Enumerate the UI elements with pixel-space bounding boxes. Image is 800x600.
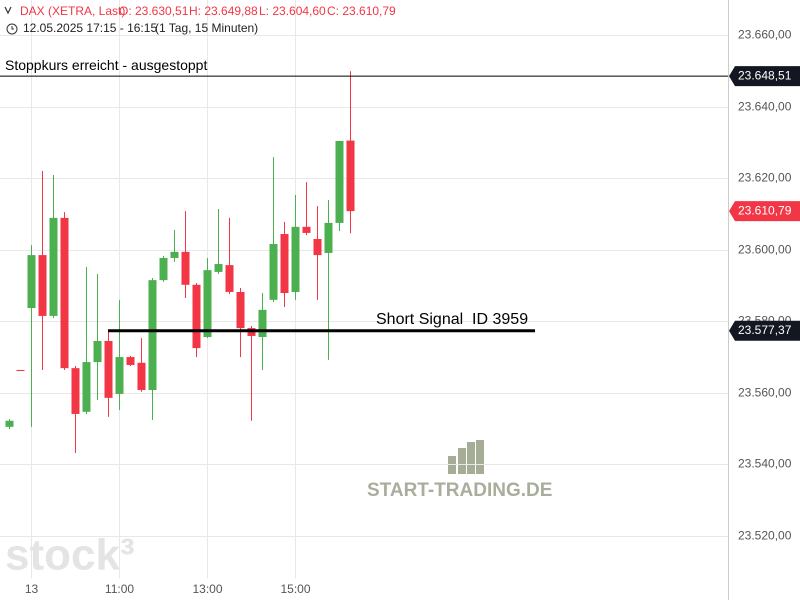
header-interval: (1 Tag, 15 Minuten) <box>155 21 258 35</box>
candle-body <box>104 340 113 398</box>
candle-body <box>5 420 14 427</box>
clock-icon <box>6 23 18 35</box>
y-tick-label: 23.520,00 <box>738 529 792 543</box>
annotation-text: Short Signal ID 3959 <box>376 311 528 328</box>
candle-body <box>49 217 58 316</box>
header-high: H: 23.649,88 <box>189 4 258 18</box>
y-tick-label: 23.560,00 <box>738 386 792 400</box>
candle-body <box>346 140 355 212</box>
candle-body <box>324 222 333 253</box>
candle-body <box>269 244 278 300</box>
price-tag <box>729 201 800 222</box>
y-tick-label: 23.640,00 <box>738 100 792 114</box>
header: DAX (XETRA, Last) O: 23.630,51 H: 23.649… <box>4 4 396 35</box>
price-tag-label: 23.648,51 <box>738 68 792 82</box>
candle-body <box>302 226 311 233</box>
candle-body <box>203 270 212 338</box>
watermark-start-trading: START-TRADING.DE <box>367 480 552 501</box>
header-instrument: DAX (XETRA, Last) <box>20 4 125 18</box>
y-tick-label: 23.660,00 <box>738 28 792 42</box>
candle-body <box>280 233 289 294</box>
candle-body <box>181 251 190 285</box>
price-tag <box>729 320 800 341</box>
x-tick-label: 11:00 <box>105 582 134 596</box>
candle-body <box>27 255 36 309</box>
candle-body <box>148 280 157 390</box>
candle-body <box>82 362 91 412</box>
candle-body <box>170 251 179 258</box>
candle-body <box>115 357 124 394</box>
candle-body <box>291 226 300 292</box>
header-close: C: 23.610,79 <box>327 4 396 18</box>
candle-body <box>71 368 80 414</box>
price-tag-label: 23.577,37 <box>738 323 792 337</box>
candle-body <box>38 255 47 316</box>
header-open: O: 23.630,51 <box>119 4 189 18</box>
x-tick-label: 13 <box>25 582 39 596</box>
price-tag-label: 23.610,79 <box>738 203 792 217</box>
collapse-icon <box>4 6 12 15</box>
y-tick-label: 23.620,00 <box>738 171 792 185</box>
candle-body <box>225 265 234 292</box>
candle-body <box>159 257 168 281</box>
header-period: 12.05.2025 17:15 - 16:15 <box>23 21 157 35</box>
candle-body <box>137 362 146 390</box>
clock-hands <box>11 26 14 30</box>
start-trading-logo <box>448 440 484 474</box>
watermark-stock3: stock³ <box>5 531 135 580</box>
price-tag <box>729 66 800 87</box>
candle-body <box>60 217 69 369</box>
candle-body <box>236 291 245 329</box>
candle-body <box>214 264 223 272</box>
candle-body <box>335 140 344 223</box>
candle-body <box>192 284 201 349</box>
y-tick-label: 23.600,00 <box>738 243 792 257</box>
candle-body <box>126 357 135 365</box>
annotation-text: Stoppkurs erreicht - ausgestoppt <box>5 57 207 73</box>
x-tick-label: 13:00 <box>192 582 222 596</box>
candle-body <box>313 238 322 256</box>
y-tick-label: 23.540,00 <box>738 457 792 471</box>
x-tick-label: 15:00 <box>280 582 310 596</box>
candle-body <box>93 340 102 363</box>
candle-body <box>16 369 25 372</box>
candle-body <box>258 309 267 338</box>
header-low: L: 23.604,60 <box>259 4 326 18</box>
